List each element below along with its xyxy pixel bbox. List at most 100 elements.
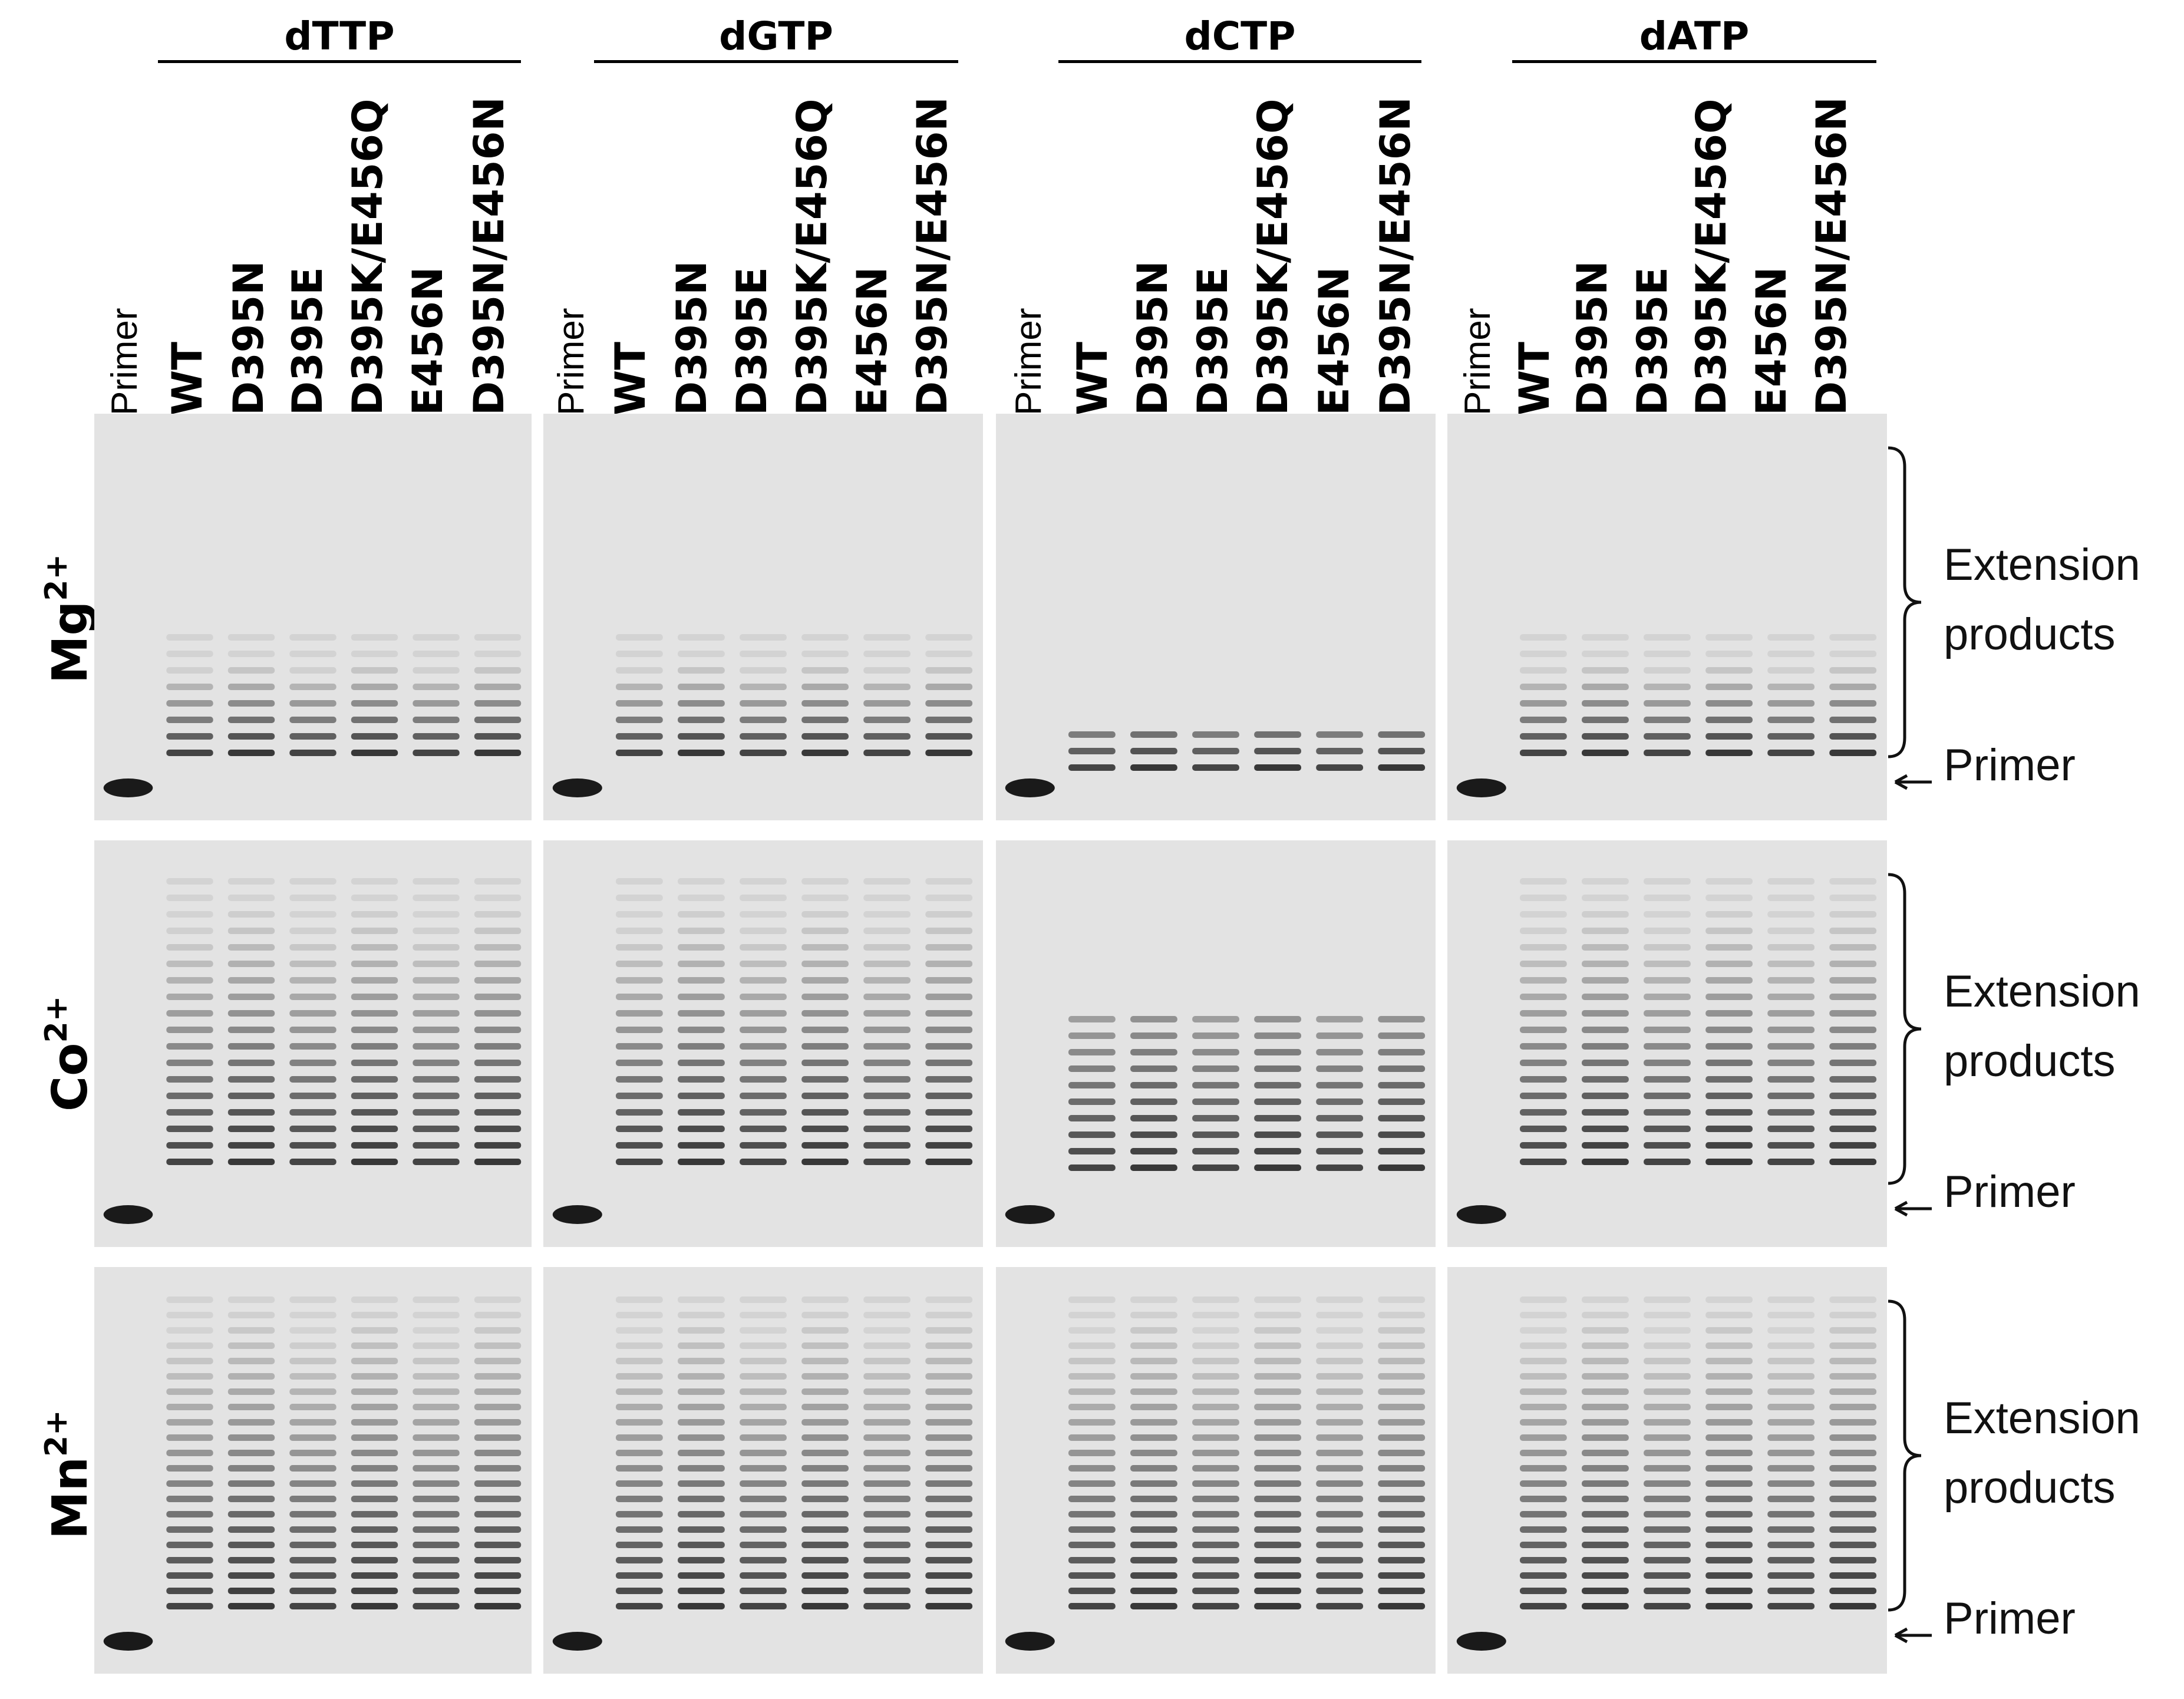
gel-band — [1519, 651, 1567, 657]
gel-band — [678, 1480, 725, 1487]
gel-band — [1582, 1296, 1629, 1303]
gel-band — [678, 684, 725, 690]
gel-band — [1644, 1373, 1691, 1380]
extension-bracket — [1888, 446, 1922, 758]
gel-band — [1644, 1542, 1691, 1548]
gel-band — [1644, 1043, 1691, 1050]
gel-band — [351, 1296, 398, 1303]
gel-band — [166, 1043, 213, 1050]
gel-band — [227, 717, 275, 723]
gel-band — [413, 1342, 460, 1349]
gel-band — [740, 1419, 787, 1426]
gel-band — [1705, 1010, 1753, 1017]
gel-band — [289, 911, 336, 918]
gel-band — [1254, 1511, 1301, 1517]
gel-band — [289, 1093, 336, 1099]
primer-label: Primer — [1944, 1594, 2076, 1644]
gel-band — [1378, 1603, 1426, 1609]
gel-band — [615, 1373, 663, 1380]
gel-band — [166, 1373, 213, 1380]
gel-band — [801, 750, 849, 756]
gel-band — [227, 977, 275, 984]
gel-band — [1829, 1603, 1877, 1609]
gel-band — [289, 961, 336, 967]
gel-band — [615, 1327, 663, 1334]
gel-band — [289, 1419, 336, 1426]
gel-band — [1519, 634, 1567, 641]
gel-panel-co-datp — [1447, 840, 1887, 1247]
gel-band — [678, 1060, 725, 1066]
lane-label-d395k-e456q: D395K/E456Q — [788, 98, 836, 415]
gel-band — [289, 684, 336, 690]
gel-band — [1705, 1434, 1753, 1441]
primer-band — [1005, 1205, 1055, 1224]
gel-band — [351, 1342, 398, 1349]
gel-band — [925, 1542, 973, 1548]
gel-band — [863, 651, 911, 657]
gel-band — [678, 1010, 725, 1017]
gel-band — [801, 1465, 849, 1472]
gel-band — [925, 1027, 973, 1033]
gel-band — [1378, 1016, 1426, 1022]
gel-band — [1644, 1434, 1691, 1441]
gel-band — [289, 634, 336, 641]
gel-band — [1378, 1480, 1426, 1487]
gel-band — [1519, 1588, 1567, 1594]
gel-band — [289, 1358, 336, 1364]
gel-band — [227, 1312, 275, 1318]
gel-band — [1829, 1342, 1877, 1349]
gel-band — [166, 634, 213, 641]
gel-band — [1829, 733, 1877, 740]
gel-band — [1767, 1434, 1815, 1441]
gel-band — [740, 1027, 787, 1033]
gel-band — [1068, 1082, 1116, 1088]
gel-band — [1582, 911, 1629, 918]
gel-band — [1767, 700, 1815, 707]
gel-band — [740, 1465, 787, 1472]
gel-band — [801, 911, 849, 918]
gel-band — [801, 651, 849, 657]
gel-band — [615, 1496, 663, 1502]
gel-band — [740, 928, 787, 934]
gel-band — [413, 878, 460, 885]
gel-band — [413, 1076, 460, 1083]
gel-band — [740, 634, 787, 641]
gel-band — [801, 1159, 849, 1165]
gel-band — [863, 1010, 911, 1017]
gel-panel-co-dgtp — [543, 840, 983, 1247]
gel-band — [1829, 1434, 1877, 1441]
gel-band — [1705, 895, 1753, 901]
gel-band — [227, 1159, 275, 1165]
gel-band — [1192, 1542, 1239, 1548]
gel-band — [1829, 895, 1877, 901]
gel-band — [740, 1142, 787, 1149]
gel-band — [289, 1603, 336, 1609]
gel-band — [863, 1126, 911, 1132]
gel-band — [1378, 1164, 1426, 1171]
lane-label-d395n-e456n: D395N/E456N — [908, 97, 956, 415]
gel-band — [1316, 764, 1364, 771]
gel-band — [351, 911, 398, 918]
gel-band — [166, 1419, 213, 1426]
gel-band — [615, 1093, 663, 1099]
gel-band — [740, 878, 787, 885]
gel-band — [227, 878, 275, 885]
gel-band — [1316, 1434, 1364, 1441]
gel-band — [1254, 1496, 1301, 1502]
gel-band — [289, 1043, 336, 1050]
gel-band — [1192, 748, 1239, 754]
gel-band — [474, 1511, 522, 1517]
gel-band — [1644, 1404, 1691, 1410]
gel-band — [351, 944, 398, 951]
gel-band — [801, 1480, 849, 1487]
lane-label-wt: WT — [606, 342, 655, 415]
gel-band — [166, 1126, 213, 1132]
gel-band — [1378, 1526, 1426, 1533]
gel-band — [227, 961, 275, 967]
gel-band — [351, 1312, 398, 1318]
gel-band — [1254, 1016, 1301, 1022]
gel-band — [166, 961, 213, 967]
gel-band — [863, 1404, 911, 1410]
gel-band — [474, 994, 522, 1000]
gel-band — [740, 1060, 787, 1066]
